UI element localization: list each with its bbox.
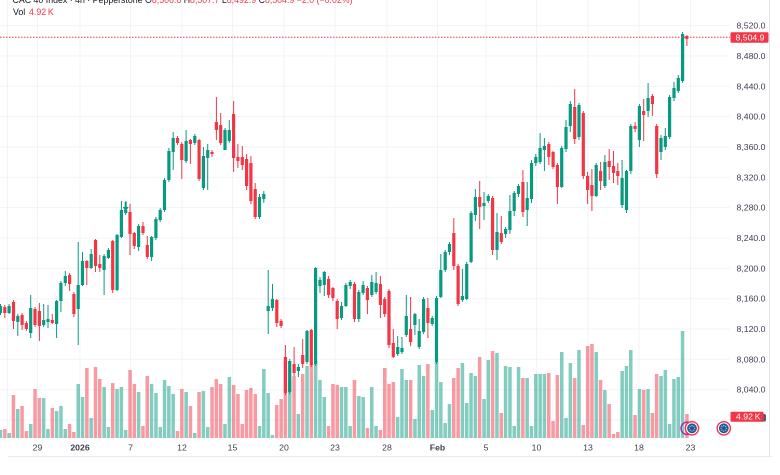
svg-text:8,240.0: 8,240.0 xyxy=(737,233,766,243)
svg-text:2026: 2026 xyxy=(70,443,89,453)
svg-text:8,520.0: 8,520.0 xyxy=(737,21,766,31)
svg-text:29: 29 xyxy=(33,443,43,453)
svg-text:18: 18 xyxy=(634,443,644,453)
svg-text:8,280.0: 8,280.0 xyxy=(737,203,766,213)
svg-text:8,504.9: 8,504.9 xyxy=(736,32,765,42)
svg-text:8,080.0: 8,080.0 xyxy=(737,354,766,364)
svg-text:5: 5 xyxy=(484,443,489,453)
svg-text:8,440.0: 8,440.0 xyxy=(737,81,766,91)
svg-text:8,160.0: 8,160.0 xyxy=(737,294,766,304)
svg-text:28: 28 xyxy=(382,443,392,453)
svg-text:12: 12 xyxy=(177,443,187,453)
svg-text:23: 23 xyxy=(686,443,696,453)
svg-text:Feb: Feb xyxy=(430,443,445,453)
svg-text:15: 15 xyxy=(228,443,238,453)
svg-text:4.92 K: 4.92 K xyxy=(29,7,54,17)
svg-text:8,200.0: 8,200.0 xyxy=(737,263,766,273)
svg-text:CAC 40 Index · 4h · Pepperston: CAC 40 Index · 4h · Pepperstone O8,506.6… xyxy=(13,0,353,5)
svg-text:10: 10 xyxy=(532,443,542,453)
svg-text:7: 7 xyxy=(128,443,133,453)
svg-text:20: 20 xyxy=(279,443,289,453)
svg-text:23: 23 xyxy=(330,443,340,453)
svg-text:8,360.0: 8,360.0 xyxy=(737,142,766,152)
svg-text:8,040.0: 8,040.0 xyxy=(737,385,766,395)
svg-text:8,120.0: 8,120.0 xyxy=(737,324,766,334)
svg-text:8,320.0: 8,320.0 xyxy=(737,172,766,182)
svg-text:Vol: Vol xyxy=(13,7,25,17)
svg-text:4.92 K: 4.92 K xyxy=(736,412,761,422)
svg-text:8,480.0: 8,480.0 xyxy=(737,51,766,61)
svg-text:13: 13 xyxy=(583,443,593,453)
svg-text:8,400.0: 8,400.0 xyxy=(737,112,766,122)
